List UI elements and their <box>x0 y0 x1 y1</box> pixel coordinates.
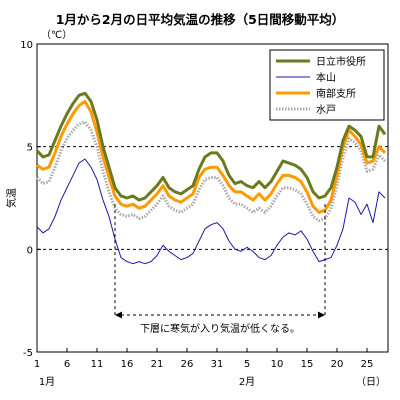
x-tick-label: 26 <box>181 359 194 370</box>
x-tick-label: 21 <box>151 359 164 370</box>
x-tick-label: 10 <box>271 359 284 370</box>
series-layer <box>35 91 387 265</box>
y-axis-unit: （℃） <box>41 29 72 41</box>
series-line <box>35 120 387 223</box>
legend-label: 日立市役所 <box>316 55 366 68</box>
y-tick-label: 0 <box>27 245 33 256</box>
reference-lines <box>37 146 388 250</box>
x-tick-label: 1 <box>34 359 40 370</box>
y-axis-label: 気温 <box>5 188 18 208</box>
annotation-arrowhead <box>115 311 122 319</box>
annotation-text: 下層に寒気が入り気温が低くなる。 <box>140 322 300 335</box>
plot-frame <box>36 43 389 353</box>
y-tick-label: 5 <box>27 143 33 154</box>
series-line <box>36 158 386 265</box>
legend-label: 南部支所 <box>316 87 356 100</box>
annotation-layer: 下層に寒気が入り気温が低くなる。 <box>114 204 326 335</box>
x-tick-label: 5 <box>244 359 250 370</box>
legend-label: 本山 <box>316 71 336 84</box>
x-tick-label: 16 <box>121 359 134 370</box>
series-line <box>36 99 387 214</box>
x-tick-label: 6 <box>64 359 70 370</box>
y-tick-label: 10 <box>20 40 33 51</box>
month-label: 1月 <box>39 376 55 388</box>
x-tick-label: 25 <box>361 359 374 370</box>
x-tick-label: 15 <box>301 359 314 370</box>
y-tick-label: -5 <box>23 348 33 359</box>
series-line <box>35 91 387 202</box>
x-tick-label: 31 <box>211 359 224 370</box>
annotation-arrowhead <box>318 311 325 319</box>
x-tick-label: 11 <box>91 359 104 370</box>
month-label: 2月 <box>239 376 255 388</box>
x-tick-label: 20 <box>331 359 344 370</box>
x-axis-unit: （日） <box>356 376 386 388</box>
chart-title: 1月から2月の日平均気温の推移（5日間移動平均） <box>56 12 345 27</box>
legend-label: 水戸 <box>316 104 336 116</box>
